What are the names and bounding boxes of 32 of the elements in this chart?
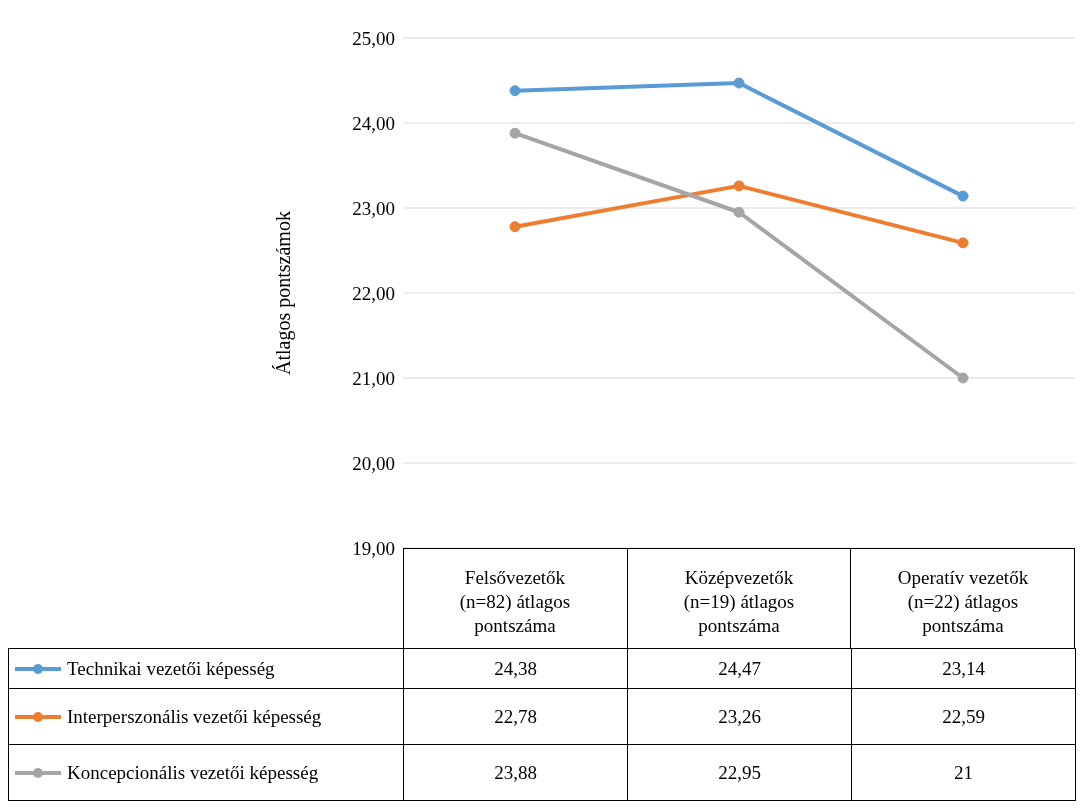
data-label: 23,88 — [403, 744, 628, 801]
legend-label: Interperszonális vezetői képesség — [67, 705, 322, 728]
point — [733, 77, 745, 89]
data-label: 23,26 — [627, 688, 852, 745]
point — [957, 190, 969, 202]
x-tick-label: Operatív vezetők (n=22) átlagos pontszáma — [897, 567, 1029, 636]
x-tick-label: Felsővezetők (n=82) átlagos pontszáma — [459, 567, 571, 636]
data-label: 22,95 — [627, 744, 852, 801]
legend-label: Koncepcionális vezetői képesség — [67, 761, 319, 784]
point — [509, 85, 521, 97]
legend-label: Technikai vezetői képesség — [67, 657, 275, 680]
data-label: 24,38 — [403, 648, 628, 689]
y-tick-label: 24,00 — [352, 112, 395, 134]
y-tick-label: 20,00 — [352, 452, 395, 474]
point — [509, 127, 521, 139]
y-tick-label: 23,00 — [352, 197, 395, 219]
point — [957, 372, 969, 384]
point — [733, 206, 745, 218]
y-tick-label: 25,00 — [352, 27, 395, 49]
y-axis-title: Átlagos pontszámok — [272, 211, 296, 375]
point — [509, 221, 521, 233]
x-tick-label: Középvezetők (n=19) átlagos pontszáma — [683, 567, 795, 636]
y-tick-label: 22,00 — [352, 282, 395, 304]
data-label: 23,14 — [851, 648, 1076, 689]
y-tick-label: 21,00 — [352, 367, 395, 389]
point — [733, 180, 745, 192]
data-label: 22,78 — [403, 688, 628, 745]
data-label: 24,47 — [627, 648, 852, 689]
data-label: 22,59 — [851, 688, 1076, 745]
data-label: 21 — [851, 744, 1076, 801]
y-tick-label: 19,00 — [352, 537, 395, 559]
point — [957, 237, 969, 249]
